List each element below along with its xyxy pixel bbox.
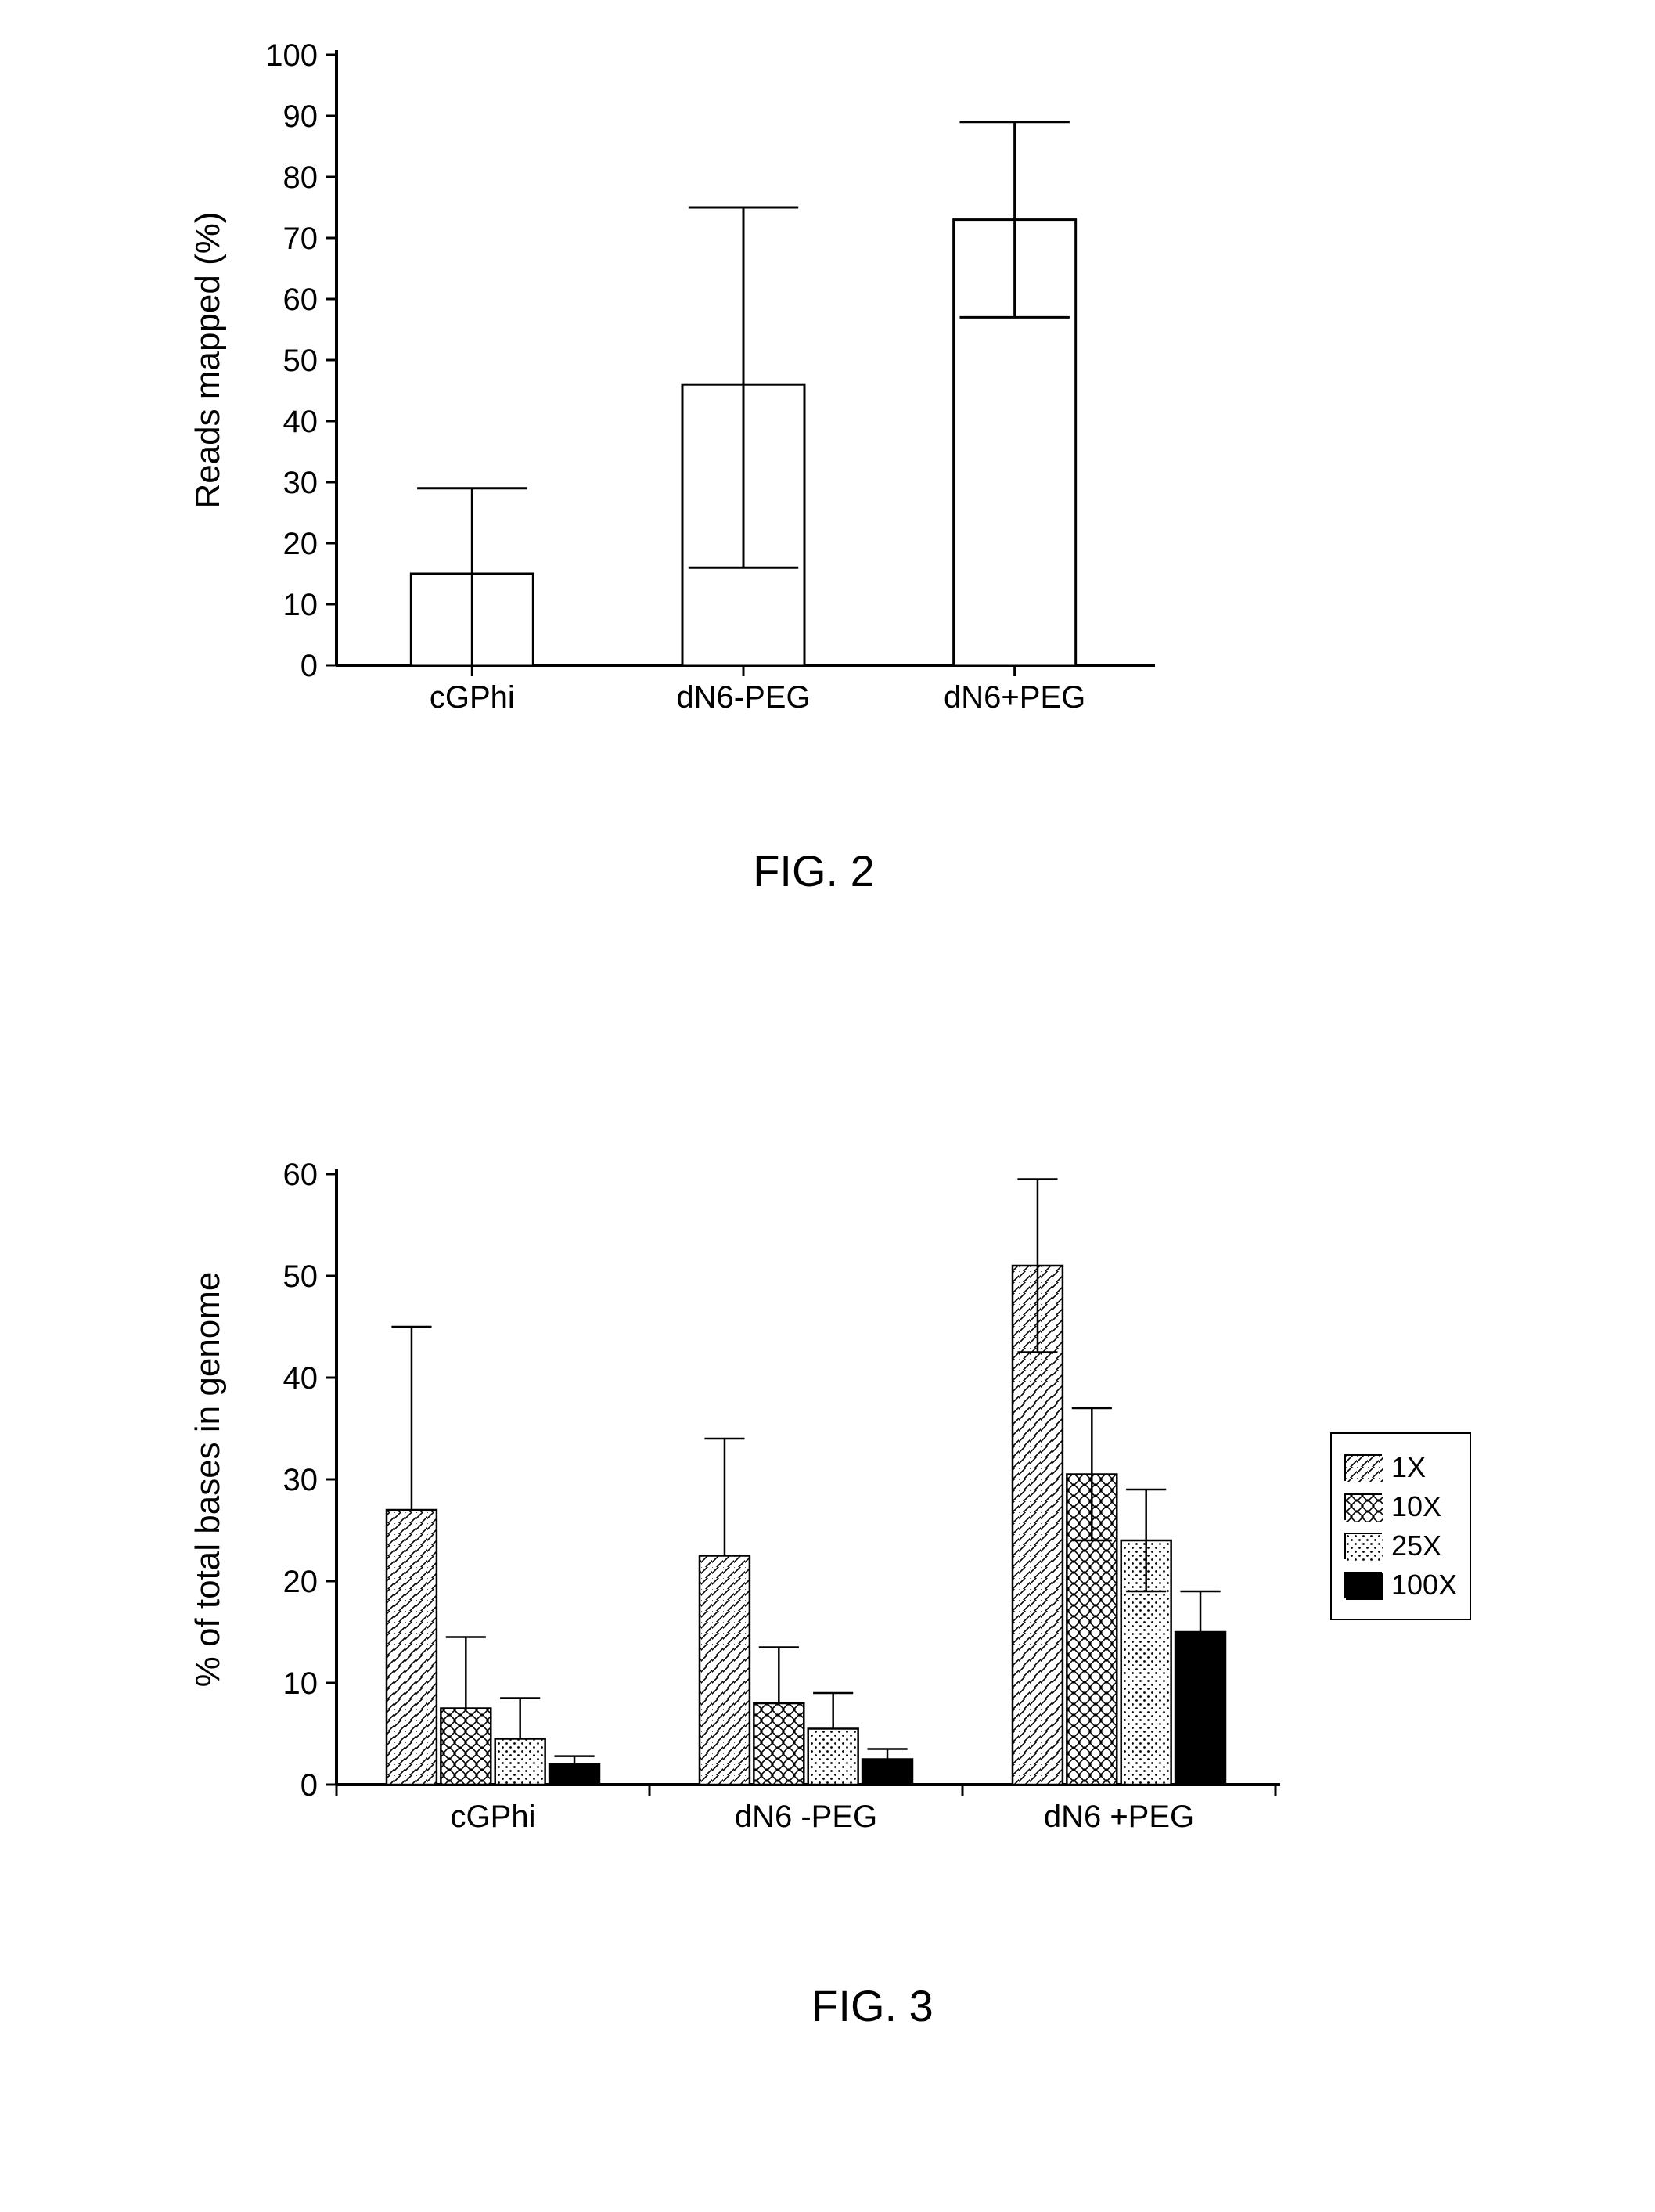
legend-item: 10X	[1344, 1490, 1457, 1523]
legend-label: 1X	[1391, 1451, 1426, 1484]
svg-text:40: 40	[283, 1361, 318, 1396]
fig3-bar	[387, 1510, 437, 1785]
svg-text:10: 10	[283, 1666, 318, 1701]
svg-text:cGPhi: cGPhi	[451, 1800, 536, 1834]
svg-text:50: 50	[283, 1259, 318, 1294]
fig3-bar	[808, 1729, 858, 1785]
legend-item: 25X	[1344, 1529, 1457, 1562]
fig3-caption: FIG. 3	[227, 1980, 1518, 2031]
legend-label: 25X	[1391, 1529, 1441, 1562]
svg-text:60: 60	[283, 1158, 318, 1192]
svg-text:% of total bases in genome: % of total bases in genome	[189, 1272, 227, 1688]
legend-swatch	[1344, 1533, 1382, 1559]
fig3-legend: 1X 10X 25X 100X	[1330, 1432, 1471, 1620]
fig3-chart: 0 10 20 30 40 50 60 % of total bases in genome c…	[0, 0, 1322, 1996]
legend-swatch	[1344, 1572, 1382, 1598]
svg-text:30: 30	[283, 1463, 318, 1497]
fig3-bar	[700, 1556, 750, 1785]
svg-text:dN6 +PEG: dN6 +PEG	[1044, 1800, 1194, 1834]
fig3-bar	[495, 1739, 545, 1785]
svg-text:dN6 -PEG: dN6 -PEG	[735, 1800, 877, 1834]
legend-swatch	[1344, 1454, 1382, 1481]
legend-item: 1X	[1344, 1451, 1457, 1484]
fig3-bar	[862, 1760, 912, 1785]
fig3-bar	[441, 1709, 491, 1785]
legend-item: 100X	[1344, 1569, 1457, 1601]
legend-label: 10X	[1391, 1490, 1441, 1523]
svg-text:0: 0	[300, 1768, 318, 1803]
legend-swatch	[1344, 1493, 1382, 1520]
svg-text:20: 20	[283, 1565, 318, 1599]
fig3-bar	[549, 1764, 599, 1785]
fig3-bar	[754, 1703, 804, 1785]
legend-label: 100X	[1391, 1569, 1457, 1601]
